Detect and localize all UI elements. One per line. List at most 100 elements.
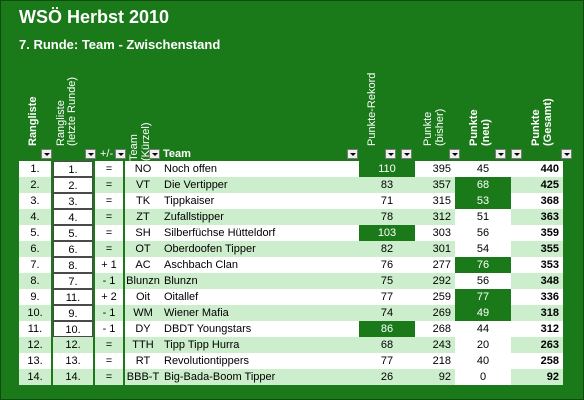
filter-dropdown-change[interactable]: [115, 149, 126, 159]
cell-gesamt-8[interactable]: 348: [511, 273, 563, 289]
cell-kuerzel-5[interactable]: SH: [125, 225, 161, 241]
cell-change-10[interactable]: - 1: [95, 305, 123, 321]
cell-neu-5[interactable]: 56: [455, 225, 511, 241]
cell-rekord-13[interactable]: 77: [359, 353, 415, 369]
cell-gesamt-10[interactable]: 318: [511, 305, 563, 321]
cell-bisher-9[interactable]: 259: [415, 289, 455, 305]
cell-rang-7[interactable]: 7.: [19, 257, 51, 273]
filter-dropdown-neu[interactable]: [495, 149, 506, 159]
cell-change-2[interactable]: =: [95, 177, 123, 193]
cell-team-13[interactable]: Revolutiontippers: [161, 353, 359, 369]
cell-kuerzel-8[interactable]: Blunzn: [125, 273, 161, 289]
cell-gesamt-4[interactable]: 363: [511, 209, 563, 225]
cell-team-11[interactable]: DBDT Youngstars: [161, 321, 359, 337]
cell-change-5[interactable]: =: [95, 225, 123, 241]
cell-kuerzel-12[interactable]: TTH: [125, 337, 161, 353]
cell-rekord-12[interactable]: 68: [359, 337, 415, 353]
cell-change-1[interactable]: =: [95, 161, 123, 177]
cell-kuerzel-3[interactable]: TK: [125, 193, 161, 209]
cell-team-8[interactable]: Blunzn: [161, 273, 359, 289]
cell-gesamt-9[interactable]: 336: [511, 289, 563, 305]
cell-bisher-4[interactable]: 312: [415, 209, 455, 225]
cell-change-8[interactable]: - 1: [95, 273, 123, 289]
filter-dropdown-bisher[interactable]: [449, 149, 460, 159]
cell-rang-prev-1[interactable]: 1.: [53, 161, 93, 177]
cell-rang-prev-2[interactable]: 2.: [53, 177, 93, 193]
cell-rekord-10[interactable]: 74: [359, 305, 415, 321]
cell-rekord-8[interactable]: 75: [359, 273, 415, 289]
cell-team-3[interactable]: Tippkaiser: [161, 193, 359, 209]
cell-change-6[interactable]: =: [95, 241, 123, 257]
cell-change-11[interactable]: - 1: [95, 321, 123, 337]
cell-kuerzel-9[interactable]: Oit: [125, 289, 161, 305]
cell-rekord-5[interactable]: 103: [359, 225, 415, 241]
cell-team-5[interactable]: Silberfüchse Hütteldorf: [161, 225, 359, 241]
cell-gesamt-2[interactable]: 425: [511, 177, 563, 193]
cell-rang-prev-9[interactable]: 11.: [53, 289, 93, 305]
cell-neu-11[interactable]: 44: [455, 321, 511, 337]
cell-rang-prev-6[interactable]: 6.: [53, 241, 93, 257]
cell-team-9[interactable]: Oitallef: [161, 289, 359, 305]
cell-bisher-8[interactable]: 292: [415, 273, 455, 289]
cell-kuerzel-4[interactable]: ZT: [125, 209, 161, 225]
cell-kuerzel-6[interactable]: OT: [125, 241, 161, 257]
cell-gesamt-7[interactable]: 353: [511, 257, 563, 273]
filter-dropdown-team[interactable]: [347, 149, 358, 159]
cell-rang-prev-13[interactable]: 13.: [53, 353, 93, 369]
cell-bisher-3[interactable]: 315: [415, 193, 455, 209]
cell-gesamt-3[interactable]: 368: [511, 193, 563, 209]
filter-dropdown-rekord-2[interactable]: [401, 149, 412, 159]
cell-gesamt-11[interactable]: 312: [511, 321, 563, 337]
cell-rekord-7[interactable]: 76: [359, 257, 415, 273]
cell-rang-9[interactable]: 9.: [19, 289, 51, 305]
cell-rang-prev-11[interactable]: 10.: [53, 321, 93, 337]
cell-neu-9[interactable]: 77: [455, 289, 511, 305]
cell-kuerzel-14[interactable]: BBB-T: [125, 369, 161, 385]
cell-bisher-12[interactable]: 243: [415, 337, 455, 353]
cell-rang-4[interactable]: 4.: [19, 209, 51, 225]
cell-rang-8[interactable]: 8.: [19, 273, 51, 289]
cell-neu-8[interactable]: 56: [455, 273, 511, 289]
cell-kuerzel-2[interactable]: VT: [125, 177, 161, 193]
cell-neu-6[interactable]: 54: [455, 241, 511, 257]
cell-rang-prev-10[interactable]: 9.: [53, 305, 93, 321]
cell-team-6[interactable]: Oberdoofen Tipper: [161, 241, 359, 257]
filter-dropdown-kuerzel[interactable]: [149, 149, 160, 159]
cell-bisher-14[interactable]: 92: [415, 369, 455, 385]
cell-gesamt-14[interactable]: 92: [511, 369, 563, 385]
cell-bisher-2[interactable]: 357: [415, 177, 455, 193]
cell-team-4[interactable]: Zufallstipper: [161, 209, 359, 225]
cell-team-10[interactable]: Wiener Mafia: [161, 305, 359, 321]
cell-team-12[interactable]: Tipp Tipp Hurra: [161, 337, 359, 353]
cell-kuerzel-7[interactable]: AC: [125, 257, 161, 273]
cell-rekord-11[interactable]: 86: [359, 321, 415, 337]
filter-dropdown-rang-prev[interactable]: [85, 149, 96, 159]
filter-dropdown-rang[interactable]: [41, 149, 52, 159]
cell-rekord-14[interactable]: 26: [359, 369, 415, 385]
cell-rekord-1[interactable]: 110: [359, 161, 415, 177]
cell-neu-10[interactable]: 49: [455, 305, 511, 321]
cell-gesamt-6[interactable]: 355: [511, 241, 563, 257]
cell-gesamt-5[interactable]: 359: [511, 225, 563, 241]
cell-rang-prev-8[interactable]: 7.: [53, 273, 93, 289]
cell-rekord-9[interactable]: 77: [359, 289, 415, 305]
cell-neu-7[interactable]: 76: [455, 257, 511, 273]
cell-kuerzel-13[interactable]: RT: [125, 353, 161, 369]
cell-rang-1[interactable]: 1.: [19, 161, 51, 177]
cell-rekord-2[interactable]: 83: [359, 177, 415, 193]
cell-bisher-10[interactable]: 269: [415, 305, 455, 321]
cell-rang-13[interactable]: 13.: [19, 353, 51, 369]
cell-rang-3[interactable]: 3.: [19, 193, 51, 209]
filter-dropdown-rekord[interactable]: [385, 149, 396, 159]
cell-team-14[interactable]: Big-Bada-Boom Tipper: [161, 369, 359, 385]
cell-rang-11[interactable]: 11.: [19, 321, 51, 337]
cell-bisher-6[interactable]: 301: [415, 241, 455, 257]
cell-bisher-1[interactable]: 395: [415, 161, 455, 177]
cell-rang-5[interactable]: 5.: [19, 225, 51, 241]
cell-change-4[interactable]: =: [95, 209, 123, 225]
cell-change-13[interactable]: =: [95, 353, 123, 369]
cell-neu-13[interactable]: 40: [455, 353, 511, 369]
cell-rang-prev-4[interactable]: 4.: [53, 209, 93, 225]
cell-rang-10[interactable]: 10.: [19, 305, 51, 321]
cell-change-3[interactable]: =: [95, 193, 123, 209]
